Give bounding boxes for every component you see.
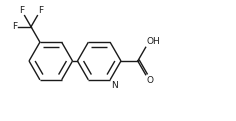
Text: F: F xyxy=(13,22,18,31)
Text: O: O xyxy=(147,76,154,85)
Text: OH: OH xyxy=(147,37,160,46)
Text: F: F xyxy=(19,6,24,15)
Text: N: N xyxy=(111,81,118,90)
Text: F: F xyxy=(38,6,43,15)
